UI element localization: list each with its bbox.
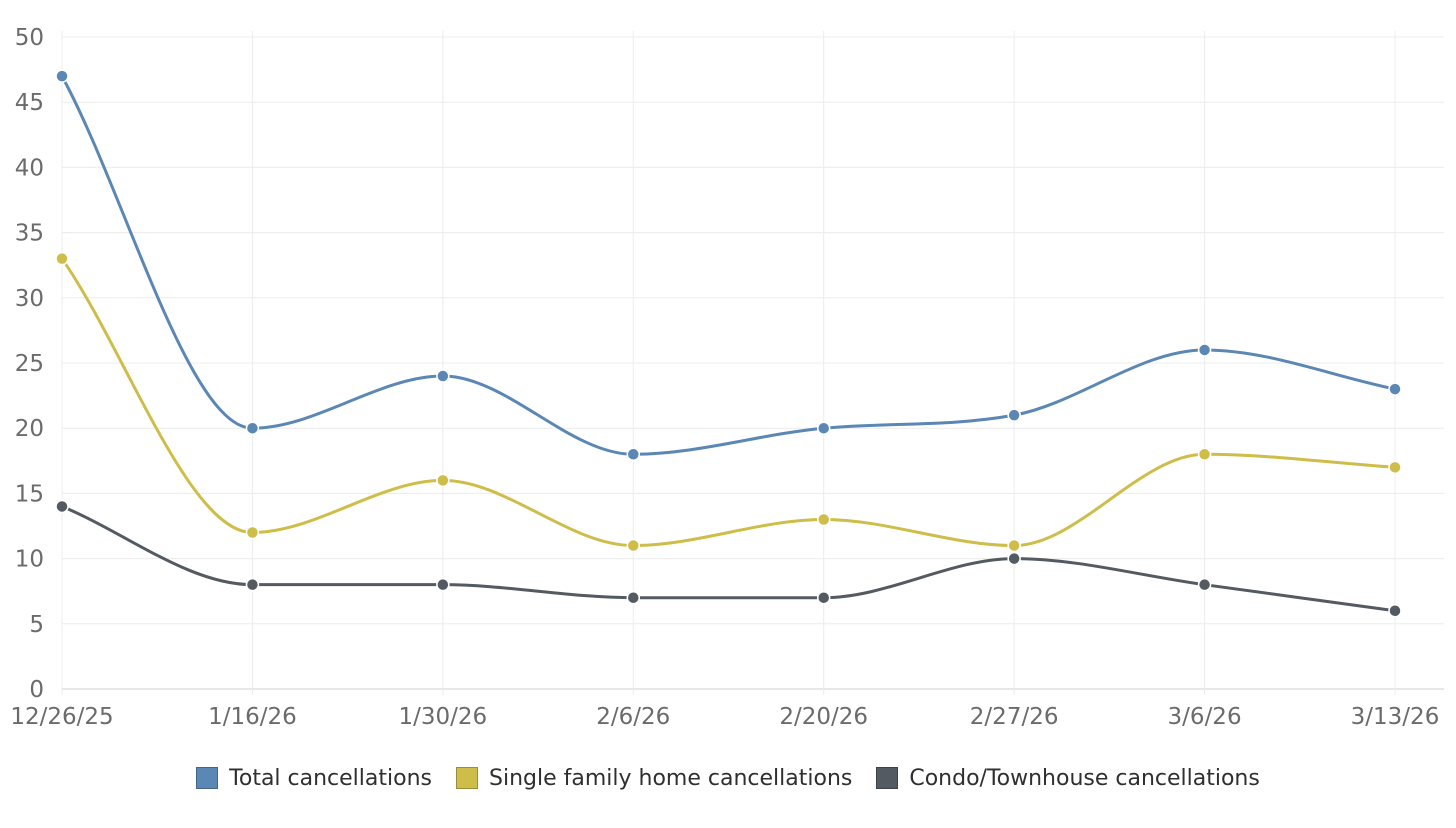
data-point-single-family-home-cancellations	[1197, 447, 1212, 462]
legend-swatch	[196, 767, 219, 789]
y-tick-label: 30	[15, 286, 44, 312]
y-tick-label: 25	[15, 351, 44, 377]
y-tick-label: 0	[29, 677, 44, 703]
y-tick-label: 50	[15, 25, 44, 51]
y-tick-label: 35	[15, 221, 44, 247]
data-point-single-family-home-cancellations	[626, 538, 641, 553]
series-line-condo-townhouse-cancellations	[60, 504, 1397, 613]
data-point-single-family-home-cancellations	[1007, 538, 1021, 553]
x-tick-label: 12/26/25	[10, 704, 113, 730]
data-point-condo-townhouse-cancellations	[1007, 551, 1021, 566]
y-tick-label: 5	[29, 612, 44, 638]
legend-swatch	[456, 767, 478, 789]
data-point-single-family-home-cancellations	[436, 473, 450, 488]
legend-label: Single family home cancellations	[489, 765, 853, 791]
data-point-total-cancellations	[1388, 382, 1402, 396]
series-line-single-family-home-cancellations	[60, 257, 1397, 548]
x-tick-label: 2/20/26	[779, 704, 868, 730]
legend-item-total-cancellations[interactable]: Total cancellations	[196, 766, 432, 791]
y-tick-label: 45	[15, 90, 44, 116]
legend-swatch	[876, 767, 899, 789]
y-tick-label: 15	[15, 481, 44, 507]
x-tick-label: 1/30/26	[399, 704, 488, 730]
legend: Total cancellations Single family home ca…	[0, 760, 1456, 796]
data-point-total-cancellations	[436, 369, 450, 383]
line-chart: 0 5 10 15 20 25 30 35 40 45 50 12/26/25 1/16/26 1/30/…	[10, 25, 1444, 730]
data-point-total-cancellations	[1197, 343, 1212, 357]
data-point-condo-townhouse-cancellations	[55, 499, 69, 514]
data-point-total-cancellations	[816, 421, 831, 435]
data-point-single-family-home-cancellations	[245, 525, 260, 540]
x-tick-label: 3/6/26	[1168, 704, 1242, 730]
data-point-condo-townhouse-cancellations	[816, 590, 831, 605]
x-tick-label: 2/27/26	[970, 704, 1059, 730]
y-tick-label: 10	[15, 547, 44, 573]
legend-label: Condo/Townhouse cancellations	[909, 765, 1260, 791]
data-point-total-cancellations	[55, 69, 69, 83]
data-point-condo-townhouse-cancellations	[1388, 604, 1402, 618]
data-point-total-cancellations	[626, 447, 641, 462]
x-tick-label: 1/16/26	[208, 704, 297, 730]
y-tick-label: 40	[15, 155, 44, 181]
data-point-total-cancellations	[245, 421, 260, 435]
x-tick-label: 2/6/26	[596, 704, 670, 730]
data-point-condo-townhouse-cancellations	[626, 590, 641, 605]
legend-label: Total cancellations	[229, 765, 432, 791]
series-line-total-cancellations	[60, 74, 1397, 456]
data-point-single-family-home-cancellations	[816, 512, 831, 527]
data-point-condo-townhouse-cancellations	[436, 577, 450, 592]
data-point-total-cancellations	[1007, 408, 1021, 422]
legend-item-condo-townhouse-cancellations[interactable]: Condo/Townhouse cancellations	[876, 766, 1260, 791]
data-point-single-family-home-cancellations	[1388, 460, 1402, 475]
y-tick-label: 20	[15, 416, 44, 442]
x-tick-label: 3/13/26	[1351, 704, 1440, 730]
legend-item-single-family-home-cancellations[interactable]: Single family home cancellations	[456, 766, 852, 791]
data-point-condo-townhouse-cancellations	[1197, 577, 1212, 592]
data-point-condo-townhouse-cancellations	[245, 577, 260, 592]
data-point-single-family-home-cancellations	[55, 251, 69, 266]
